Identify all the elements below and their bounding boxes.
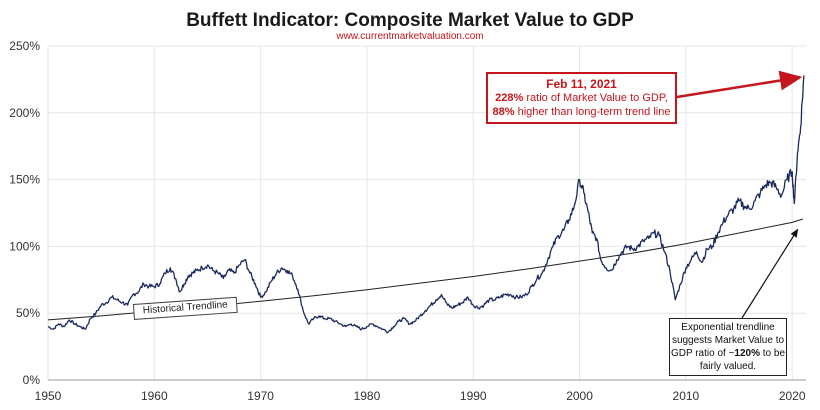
trend-note-line3: GDP ratio of ~120% to be	[670, 347, 786, 360]
x-tick-label: 1970	[247, 389, 274, 403]
peak-arrow	[676, 70, 803, 99]
trend-note-line3-post: to be	[760, 348, 786, 359]
peak-annotation-line2-text: higher than long-term trend line	[514, 106, 671, 118]
market-value-line	[47, 75, 805, 334]
chart-title: Buffett Indicator: Composite Market Valu…	[186, 10, 634, 31]
trend-note-line4: fairly valued.	[699, 361, 757, 372]
y-tick-label: 150%	[9, 173, 40, 187]
trend-note-line1: Exponential trendline	[681, 322, 775, 333]
peak-annotation-box: Feb 11, 2021 228% ratio of Market Value …	[486, 72, 677, 124]
peak-annotation-line1-text: ratio of Market Value to GDP,	[523, 92, 668, 104]
y-tick-label: 200%	[9, 106, 40, 120]
trend-note-line2: suggests Market Value to	[671, 335, 785, 346]
y-tick-label: 250%	[9, 39, 40, 53]
x-tick-label: 1950	[35, 389, 62, 403]
peak-annotation-line2: 88% higher than long-term trend line	[488, 105, 675, 119]
x-tick-label: 1990	[460, 389, 487, 403]
y-tick-label: 50%	[16, 306, 40, 320]
peak-annotation-value: 228%	[495, 92, 524, 104]
peak-annotation-date: Feb 11, 2021	[546, 77, 617, 91]
chart-subtitle: www.currentmarketvaluation.com	[336, 31, 484, 42]
trend-note-value: 120%	[734, 348, 760, 359]
x-tick-label: 2010	[673, 389, 700, 403]
peak-annotation-pct: 88%	[492, 106, 515, 118]
x-tick-label: 1960	[141, 389, 168, 403]
trend-note-box: Exponential trendline suggests Market Va…	[669, 318, 787, 376]
peak-annotation-line1: 228% ratio of Market Value to GDP,	[488, 91, 675, 105]
x-tick-label: 2020	[779, 389, 806, 403]
y-tick-label: 100%	[9, 239, 40, 253]
y-tick-label: 0%	[23, 373, 41, 387]
x-tick-label: 1980	[354, 389, 381, 403]
x-tick-label: 2000	[566, 389, 593, 403]
trend-note-line3-pre: GDP ratio of ~	[670, 348, 735, 359]
trend-note-arrow	[741, 228, 799, 319]
